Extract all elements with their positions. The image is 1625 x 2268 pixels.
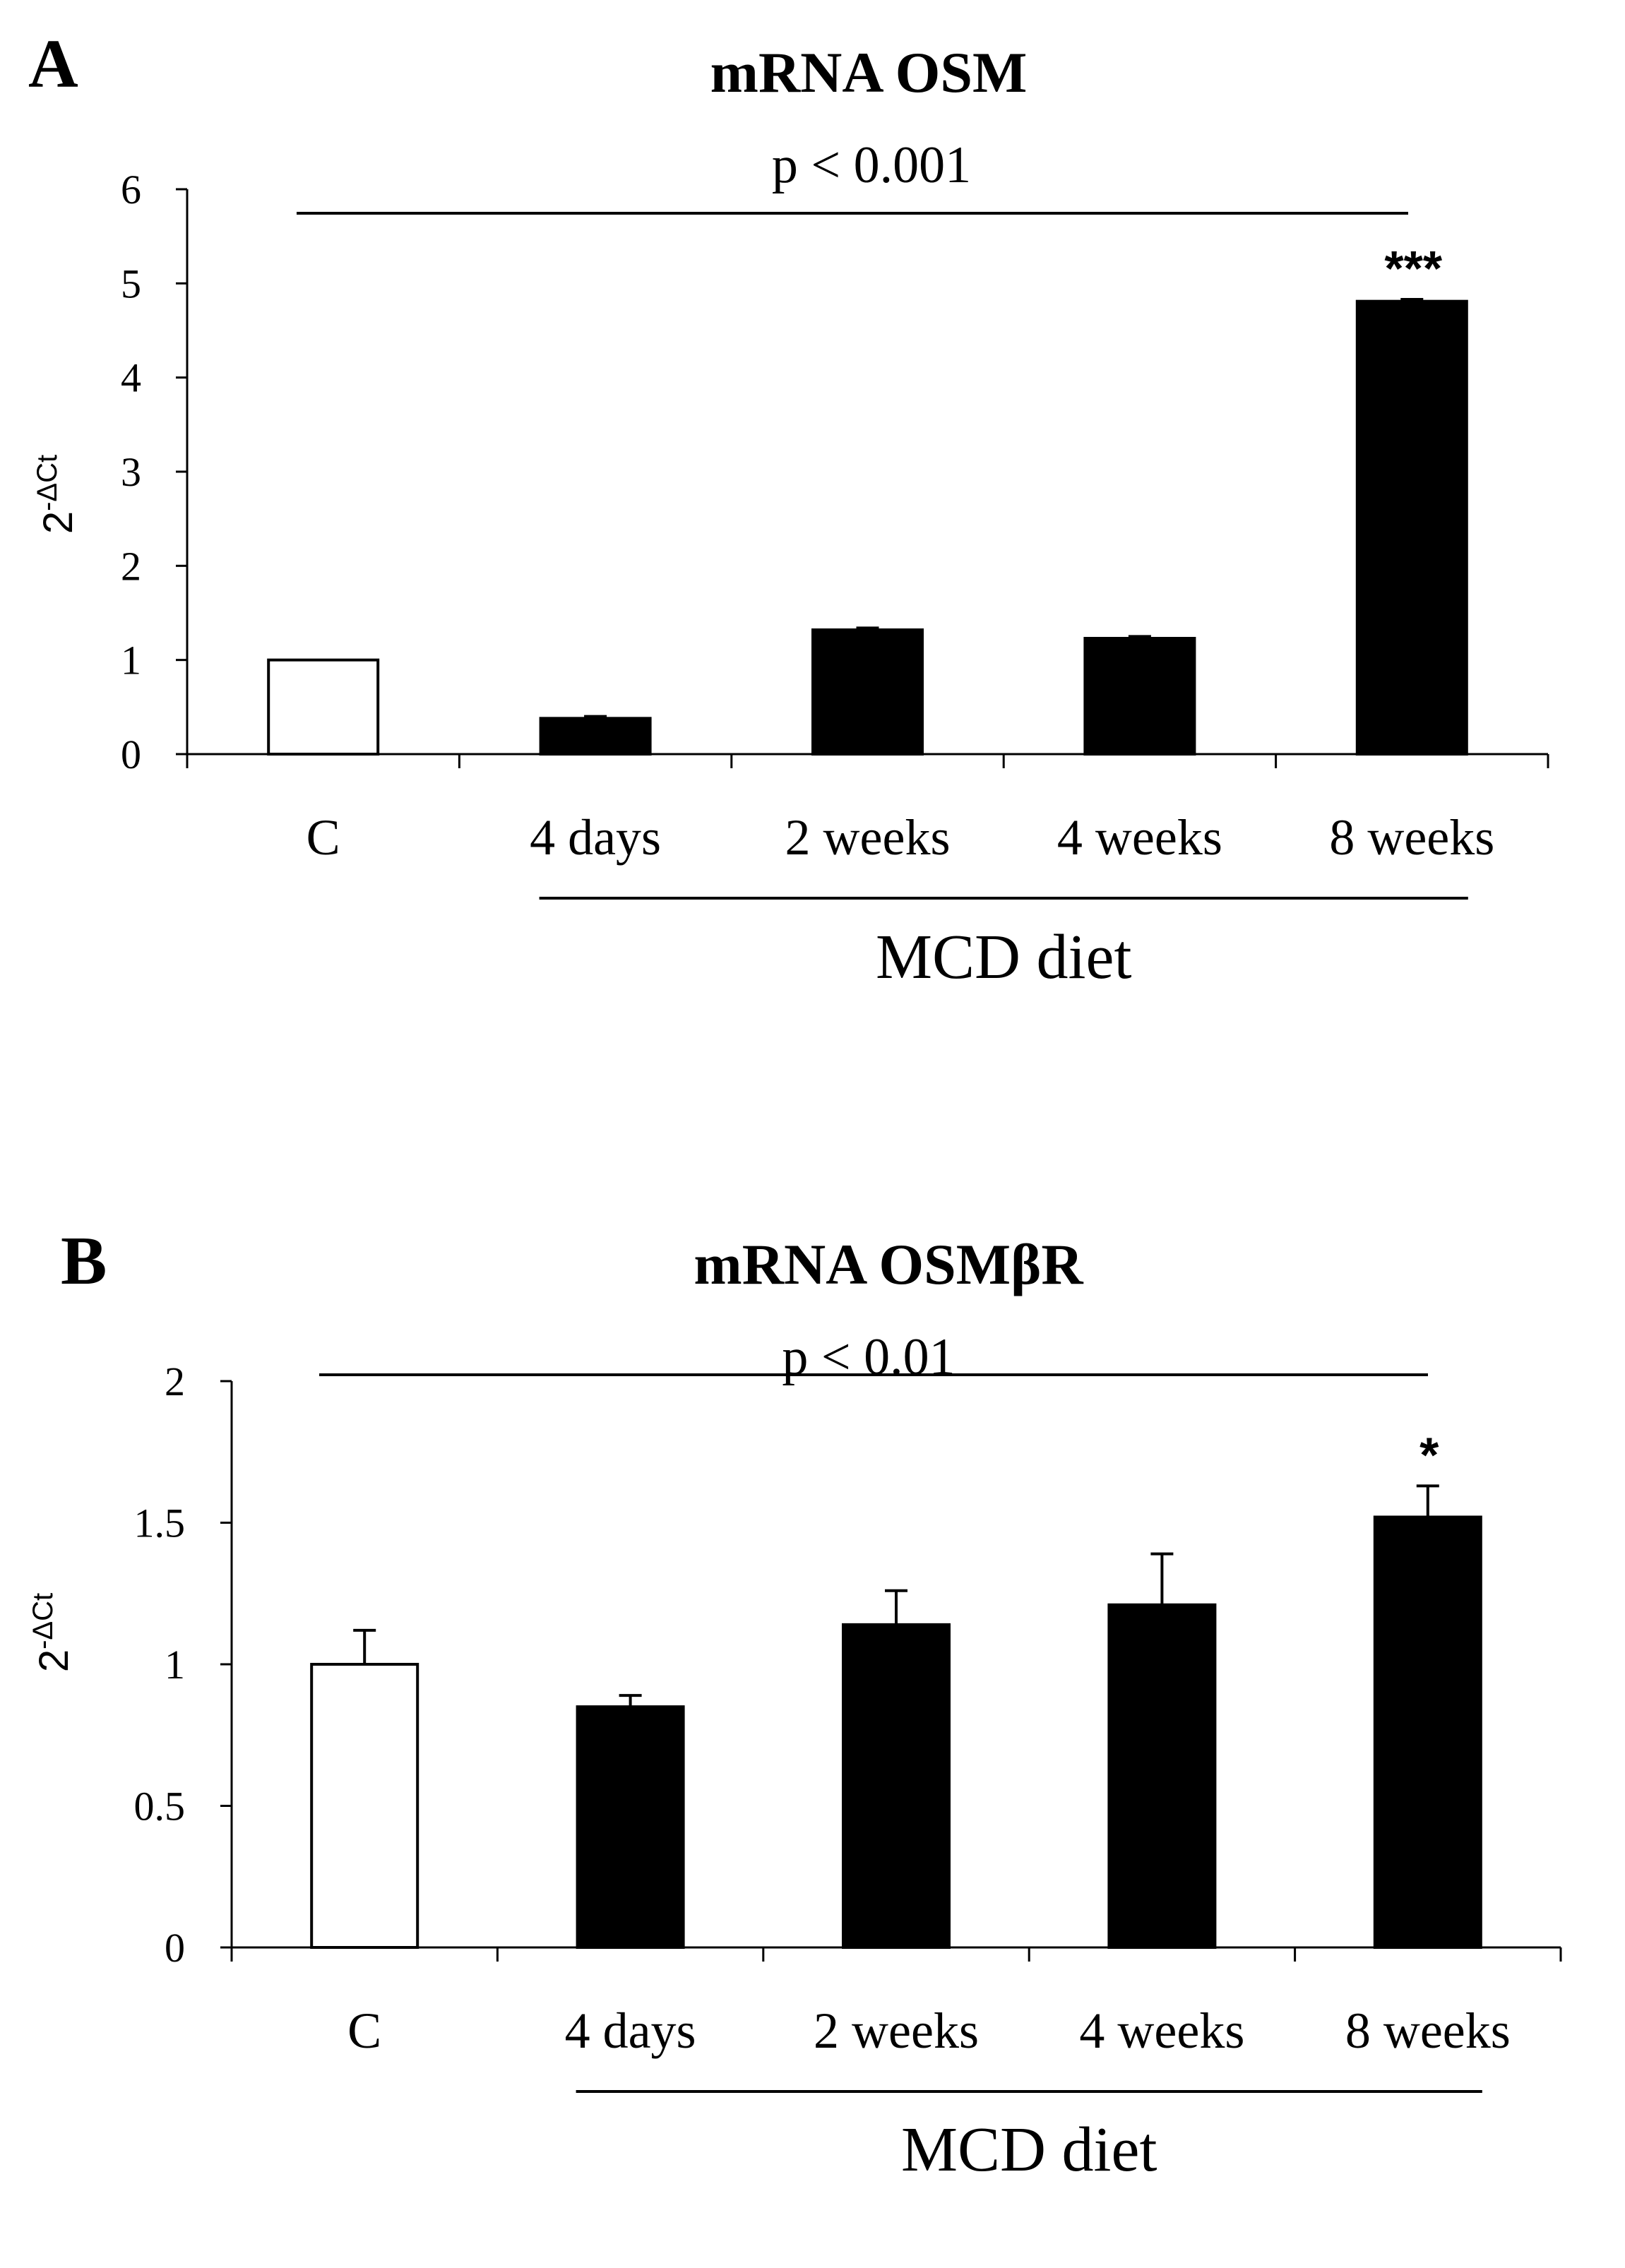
panel-b-y-tick-label: 1.5 (134, 1500, 186, 1546)
panel-a-y-tick-label: 6 (121, 167, 141, 213)
panel-a-group-label: MCD diet (876, 922, 1132, 992)
panel-a-bar-4 (1355, 299, 1468, 756)
panel-a-category-label-3: 4 weeks (1057, 809, 1222, 866)
panel-b-category-label-2: 2 weeks (814, 2003, 979, 2059)
panel-b-letter: B (61, 1223, 107, 1299)
panel-b-bar-1 (576, 1705, 685, 1949)
panel-a-significance-4: *** (1384, 241, 1442, 296)
panel-b-y-tick-label: 2 (165, 1359, 185, 1404)
panel-b-y-tick-label: 0.5 (134, 1784, 186, 1830)
panel-b-category-label-0: C (347, 2003, 381, 2059)
panel-a-bar-2 (811, 628, 924, 756)
panel-b-group-label: MCD diet (901, 2115, 1157, 2185)
panel-a-y-tick-label: 3 (121, 449, 141, 495)
panel-a-plot: 0 1 2 3 4 5 6 C 4 days 2 weeks 4 weeks *** 8 weeks MC… (121, 167, 1549, 992)
panel-a-y-tick-label: 1 (121, 638, 141, 684)
panel-b-significance-4: * (1419, 1427, 1439, 1482)
panel-a-y-tick-label: 2 (121, 543, 141, 589)
panel-b-plot: 0 0.5 1 1.5 2 C 4 days 2 weeks 4 weeks * 8 weeks MC… (134, 1359, 1562, 2185)
panel-a-y-tick-label: 4 (121, 355, 141, 401)
panel-b-bar-0 (310, 1663, 419, 1949)
panel-a-category-label-0: C (306, 809, 340, 866)
panel-b: B mRNA OSMβR p < 0.01 2-ΔCt 00.511.52C 4 … (28, 1223, 1562, 2185)
panel-b-y-tick-label: 0 (165, 1925, 185, 1971)
panel-a-letter: A (28, 26, 78, 102)
panel-b-ylabel-sup: -ΔCt (28, 1593, 59, 1649)
panel-a-category-label-2: 2 weeks (785, 809, 951, 866)
panel-a-ylabel-sup: -ΔCt (32, 455, 63, 511)
panel-a-y-tick-label: 0 (121, 732, 141, 777)
panel-a-bar-0 (267, 658, 380, 756)
panel-a-y-tick-label: 5 (121, 261, 141, 306)
panel-a-category-label-4: 8 weeks (1329, 809, 1494, 866)
panel-b-category-label-3: 4 weeks (1079, 2003, 1244, 2059)
panel-a-ylabel-base: 2 (35, 511, 81, 534)
panel-b-ylabel-base: 2 (31, 1649, 77, 1672)
panel-b-bar-2 (842, 1623, 951, 1950)
panel-b-title: mRNA OSMβR (694, 1232, 1083, 1296)
panel-b-ylabel: 2-ΔCt (28, 1593, 77, 1672)
panel-b-pvalue: p < 0.01 (782, 1328, 955, 1386)
panel-b-category-label-4: 8 weeks (1345, 2003, 1511, 2059)
panel-b-y-tick-label: 1 (165, 1642, 185, 1688)
panel-a-bar-1 (539, 717, 652, 756)
panel-b-bar-4 (1373, 1515, 1482, 1949)
panel-a-pvalue: p < 0.001 (772, 136, 971, 194)
panel-b-category-label-1: 4 days (565, 2003, 696, 2059)
panel-a-bar-3 (1083, 637, 1196, 756)
panel-b-bar-3 (1107, 1603, 1217, 1950)
panel-a-category-label-1: 4 days (530, 809, 661, 866)
panel-a-title: mRNA OSM (710, 40, 1028, 105)
panel-a-ylabel: 2-ΔCt (32, 455, 81, 534)
